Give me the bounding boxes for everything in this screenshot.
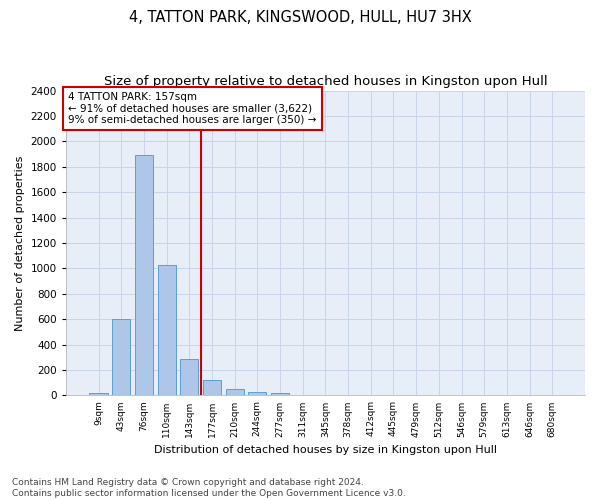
Title: Size of property relative to detached houses in Kingston upon Hull: Size of property relative to detached ho… <box>104 75 547 88</box>
Bar <box>89 393 107 396</box>
Bar <box>248 392 266 396</box>
Bar <box>180 358 199 396</box>
Bar <box>203 380 221 396</box>
Bar <box>271 393 289 396</box>
Bar <box>135 156 153 396</box>
Y-axis label: Number of detached properties: Number of detached properties <box>15 156 25 330</box>
Bar <box>158 264 176 396</box>
Text: Contains HM Land Registry data © Crown copyright and database right 2024.
Contai: Contains HM Land Registry data © Crown c… <box>12 478 406 498</box>
Bar <box>226 389 244 396</box>
X-axis label: Distribution of detached houses by size in Kingston upon Hull: Distribution of detached houses by size … <box>154 445 497 455</box>
Text: 4, TATTON PARK, KINGSWOOD, HULL, HU7 3HX: 4, TATTON PARK, KINGSWOOD, HULL, HU7 3HX <box>128 10 472 25</box>
Text: 4 TATTON PARK: 157sqm
← 91% of detached houses are smaller (3,622)
9% of semi-de: 4 TATTON PARK: 157sqm ← 91% of detached … <box>68 92 317 126</box>
Bar <box>112 319 130 396</box>
